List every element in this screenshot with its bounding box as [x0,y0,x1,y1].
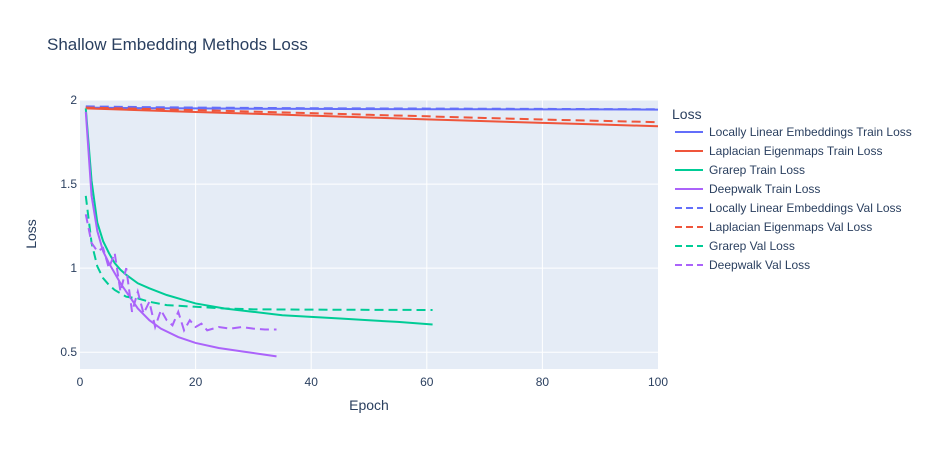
x-axis-ticks: 0 20 40 60 80 100 [77,375,669,389]
legend-title: Loss [672,106,702,122]
series-line-2 [84,108,433,326]
y-tick-label: 1.5 [60,177,77,191]
x-tick-label: 20 [189,375,203,389]
series-line-4 [85,105,659,111]
chart-title: Shallow Embedding Methods Loss [47,35,308,54]
legend-item-label[interactable]: Locally Linear Embeddings Train Loss [709,125,912,139]
legend-item-label[interactable]: Locally Linear Embeddings Val Loss [709,201,902,215]
y-tick-label: 0.5 [60,345,77,359]
legend-item-label[interactable]: Grarep Val Loss [709,239,795,253]
x-tick-label: 0 [77,375,84,389]
series-line-5 [85,106,659,124]
legend-item-label[interactable]: Deepwalk Val Loss [709,258,810,272]
y-axis-ticks: 0.5 1 1.5 2 [60,93,77,359]
grid [80,99,658,369]
y-tick-label: 1 [70,261,77,275]
y-axis-title: Loss [23,219,39,249]
x-tick-label: 60 [420,375,434,389]
legend-item-label[interactable]: Deepwalk Train Loss [709,182,820,196]
series-line-7 [84,214,277,333]
legend: Loss Locally Linear Embeddings Train Los… [672,106,912,272]
x-axis-title: Epoch [349,397,389,413]
series-line-6 [84,195,433,311]
legend-item-label[interactable]: Laplacian Eigenmaps Train Loss [709,144,882,158]
x-tick-label: 40 [305,375,319,389]
legend-item-label[interactable]: Grarep Train Loss [709,163,805,177]
x-tick-label: 80 [536,375,550,389]
series-layer [84,105,659,358]
legend-item-label[interactable]: Laplacian Eigenmaps Val Loss [709,220,872,234]
y-tick-label: 2 [70,93,77,107]
series-line-1 [85,107,659,128]
x-tick-label: 100 [648,375,668,389]
plot-area [80,100,658,369]
